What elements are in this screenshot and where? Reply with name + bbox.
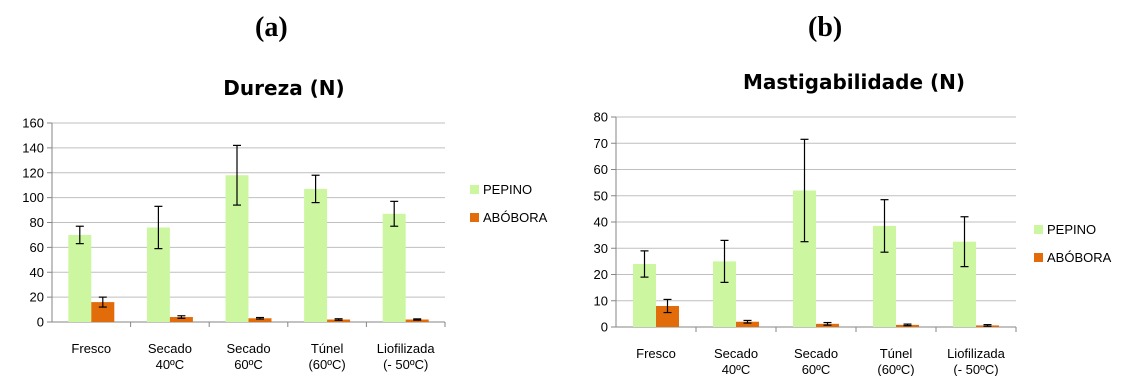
chart-title: Dureza (N): [223, 76, 344, 100]
legend-label: PEPINO: [1047, 222, 1096, 237]
bar-pepino: [633, 264, 656, 327]
bar-pepino: [382, 213, 406, 322]
bar-abbora: [248, 318, 272, 322]
category-label: Túnel: [880, 346, 913, 361]
legend-label: ABÓBORA: [1047, 250, 1112, 265]
bar-pepino: [873, 225, 896, 327]
bar-pepino: [146, 227, 170, 322]
category-label: (- 50ºC): [953, 362, 998, 376]
chart-dureza: Dureza (N) 0 20 40 60 80 100 120 140 160 Fresco Sec…: [22, 76, 548, 372]
category-label: Liofilizada: [377, 341, 436, 356]
panel-label-b: (b): [808, 12, 843, 43]
bar-pepino: [713, 261, 736, 327]
category-label: Secado: [226, 341, 270, 356]
category-label: Túnel: [311, 341, 344, 356]
y-tick-label: 0: [37, 315, 44, 330]
bar-pepino: [68, 234, 92, 322]
y-tick-label: 140: [22, 140, 44, 155]
y-tick-label: 20: [594, 267, 608, 282]
y-tick-label: 80: [30, 215, 44, 230]
y-tick-label: 80: [594, 110, 608, 125]
category-label: Liofilizada: [947, 346, 1006, 361]
bar-abbora: [656, 306, 679, 327]
legend-label: ABÓBORA: [483, 210, 548, 225]
bar-abbora: [736, 321, 759, 327]
legend-swatch: [1034, 253, 1043, 262]
bar-abbora: [169, 317, 193, 322]
category-label: 60ºC: [234, 357, 263, 372]
chart-mastigabilidade: Mastigabilidade (N) 0 10 20 30 40 50 60 70 80 Fres…: [594, 70, 1112, 376]
y-tick-label: 40: [30, 265, 44, 280]
category-label: (60ºC): [877, 362, 914, 376]
category-label: Fresco: [636, 346, 676, 361]
category-label: Secado: [714, 346, 758, 361]
bar-pepino: [953, 241, 976, 327]
y-tick-label: 50: [594, 188, 608, 203]
legend-swatch: [470, 213, 479, 222]
category-label: Secado: [148, 341, 192, 356]
y-tick-label: 40: [594, 215, 608, 230]
category-label: 40ºC: [156, 357, 185, 372]
y-tick-label: 100: [22, 190, 44, 205]
y-tick-label: 120: [22, 165, 44, 180]
y-tick-label: 20: [30, 290, 44, 305]
category-label: 40ºC: [722, 362, 751, 376]
y-tick-label: 70: [594, 136, 608, 151]
category-label: Secado: [794, 346, 838, 361]
bar-pepino: [793, 190, 816, 327]
panel-label-a: (a): [255, 12, 288, 43]
bar-pepino: [225, 175, 249, 322]
bar-abbora: [91, 302, 115, 322]
category-label: (- 50ºC): [383, 357, 428, 372]
y-tick-label: 10: [594, 293, 608, 308]
category-label: Fresco: [71, 341, 111, 356]
legend-label: PEPINO: [483, 182, 532, 197]
bar-abbora: [405, 319, 429, 322]
y-tick-label: 60: [594, 162, 608, 177]
y-tick-label: 30: [594, 241, 608, 256]
y-tick-label: 160: [22, 116, 44, 131]
category-label: (60ºC): [308, 357, 345, 372]
y-tick-label: 0: [601, 320, 608, 335]
category-label: 60ºC: [802, 362, 831, 376]
legend-swatch: [470, 185, 479, 194]
y-tick-label: 60: [30, 240, 44, 255]
legend-swatch: [1034, 225, 1043, 234]
chart-title: Mastigabilidade (N): [743, 70, 965, 94]
bar-pepino: [304, 188, 328, 322]
